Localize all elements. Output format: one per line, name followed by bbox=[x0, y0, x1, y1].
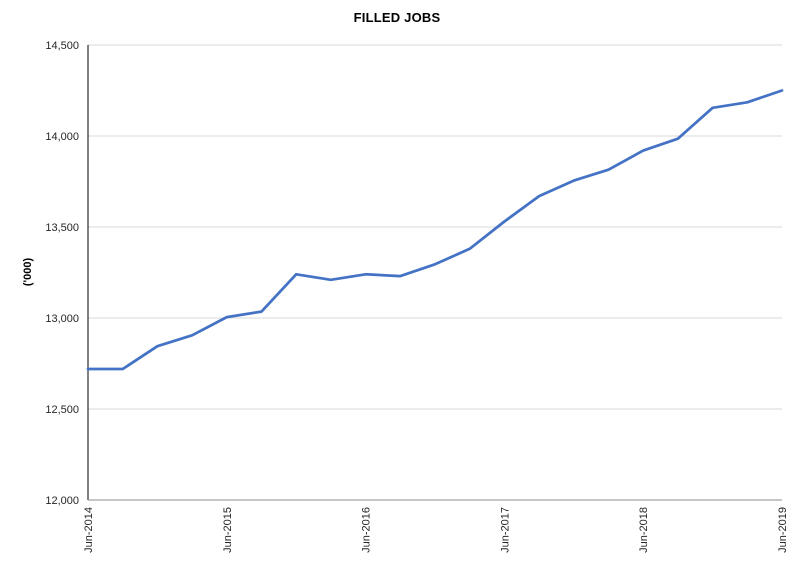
y-tick-label: 13,000 bbox=[45, 313, 79, 325]
x-tick-label: Jun-2014 bbox=[83, 507, 95, 553]
y-tick-label: 13,500 bbox=[45, 222, 79, 234]
y-tick-label: 14,500 bbox=[45, 40, 79, 52]
y-tick-label: 14,000 bbox=[45, 131, 79, 143]
filled-jobs-series-line bbox=[86, 89, 784, 371]
x-tick-label: Jun-2015 bbox=[222, 507, 234, 553]
y-tick-label: 12,000 bbox=[45, 495, 79, 507]
x-tick-label: Jun-2018 bbox=[638, 507, 650, 553]
x-tick-label: Jun-2019 bbox=[777, 507, 789, 553]
chart-title: FILLED JOBS bbox=[353, 10, 441, 25]
x-tick-label: Jun-2017 bbox=[499, 507, 511, 553]
x-tick-label: Jun-2016 bbox=[361, 507, 373, 553]
y-tick-label: 12,500 bbox=[45, 404, 79, 416]
y-axis-title: ('000) bbox=[22, 257, 34, 287]
